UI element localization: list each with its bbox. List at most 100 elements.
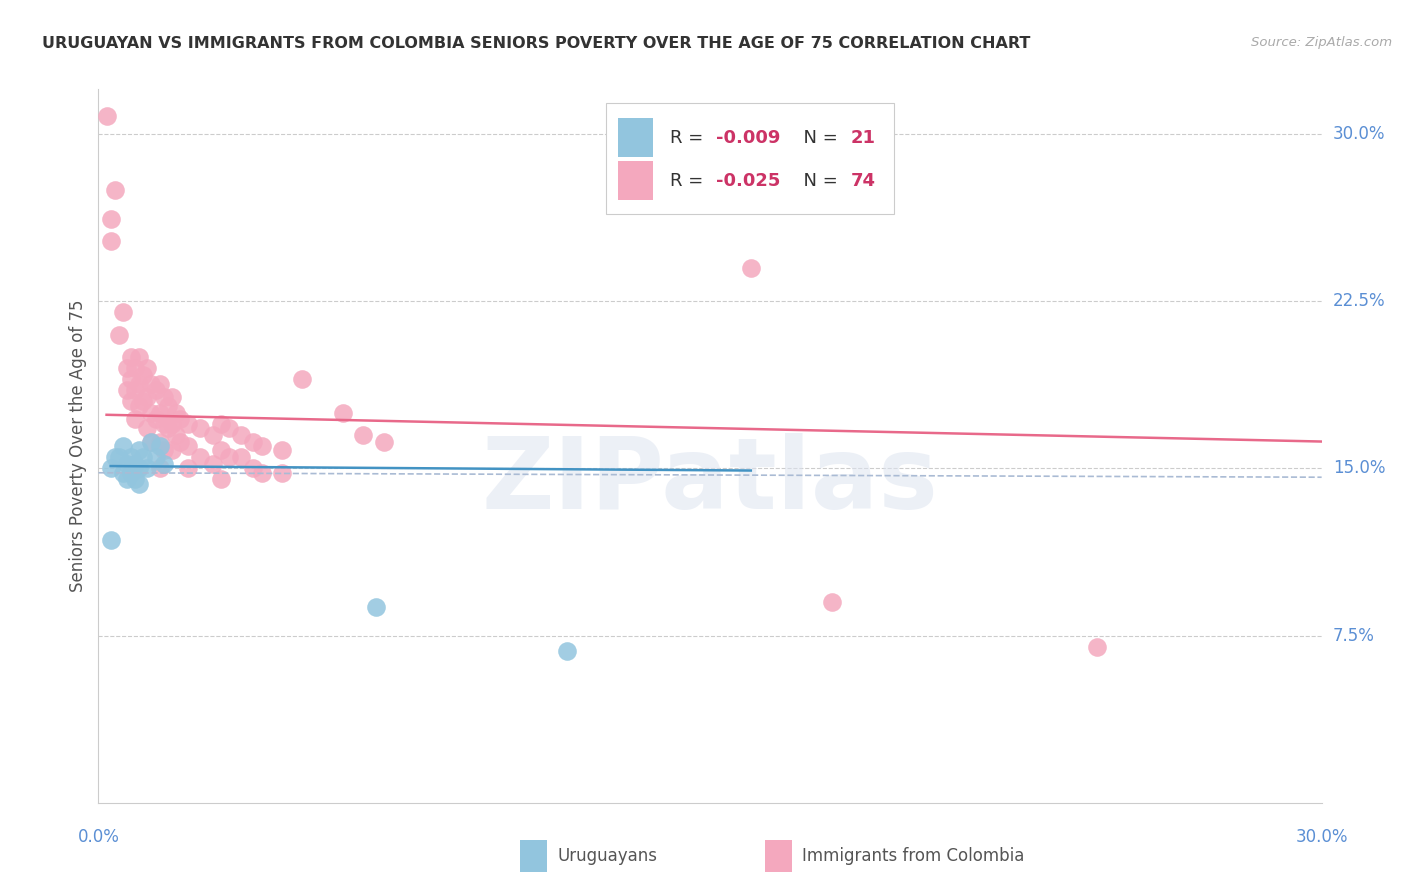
Point <box>132 450 155 465</box>
FancyBboxPatch shape <box>619 118 652 157</box>
Point <box>270 443 294 458</box>
Point <box>1085 640 1108 654</box>
Point <box>128 376 150 391</box>
Text: 22.5%: 22.5% <box>1333 292 1385 310</box>
Text: -0.009: -0.009 <box>716 128 780 146</box>
Point <box>352 427 374 442</box>
FancyBboxPatch shape <box>765 840 792 872</box>
Point <box>177 439 200 453</box>
Point <box>152 443 174 458</box>
Point <box>152 417 174 431</box>
Point <box>160 390 183 404</box>
Point <box>149 376 172 391</box>
Point <box>201 427 224 442</box>
Point <box>332 405 354 420</box>
Text: ZIPatlas: ZIPatlas <box>482 434 938 530</box>
Point <box>124 457 146 471</box>
Point <box>141 434 163 449</box>
Point <box>149 434 172 449</box>
Point <box>218 450 240 465</box>
Point <box>617 138 640 153</box>
Point <box>141 434 163 449</box>
Text: N =: N = <box>792 171 844 189</box>
Point <box>128 443 150 458</box>
Point <box>124 360 146 375</box>
Text: -0.025: -0.025 <box>716 171 780 189</box>
Point <box>111 305 134 319</box>
Point <box>115 457 138 471</box>
Point <box>231 427 253 442</box>
Point <box>149 405 172 420</box>
Point <box>169 434 191 449</box>
Text: 15.0%: 15.0% <box>1333 459 1385 477</box>
Point <box>120 350 142 364</box>
Point <box>128 399 150 413</box>
Point <box>149 461 172 475</box>
Point <box>209 473 232 487</box>
Point <box>108 450 131 465</box>
Text: 30.0%: 30.0% <box>1333 125 1385 143</box>
Text: Uruguayans: Uruguayans <box>557 847 657 865</box>
Point <box>136 421 159 435</box>
Point <box>132 368 155 382</box>
Point <box>108 327 131 342</box>
Text: R =: R = <box>669 128 709 146</box>
Point <box>152 390 174 404</box>
Text: N =: N = <box>792 128 844 146</box>
Point <box>120 372 142 386</box>
Point <box>242 461 264 475</box>
Point <box>100 211 122 226</box>
Text: R =: R = <box>669 171 709 189</box>
Point <box>242 434 264 449</box>
Point <box>145 450 167 465</box>
Point <box>177 417 200 431</box>
Text: 74: 74 <box>851 171 876 189</box>
Point <box>270 466 294 480</box>
Point <box>740 260 762 275</box>
Point <box>100 234 122 248</box>
Point <box>136 390 159 404</box>
Text: 21: 21 <box>851 128 876 146</box>
Point <box>145 412 167 426</box>
Point <box>120 394 142 409</box>
Point <box>124 473 146 487</box>
Point <box>201 457 224 471</box>
Point <box>128 350 150 364</box>
FancyBboxPatch shape <box>619 161 652 200</box>
Point <box>141 376 163 391</box>
Point <box>188 450 212 465</box>
Point <box>160 443 183 458</box>
Point <box>120 466 142 480</box>
Point <box>141 405 163 420</box>
Text: Source: ZipAtlas.com: Source: ZipAtlas.com <box>1251 36 1392 49</box>
Point <box>156 399 179 413</box>
Point <box>165 405 187 420</box>
Point <box>231 450 253 465</box>
Point <box>100 533 122 547</box>
Point <box>209 417 232 431</box>
Point <box>373 434 395 449</box>
Point <box>124 384 146 398</box>
Point <box>364 599 387 614</box>
Point <box>250 439 273 453</box>
Point <box>96 109 118 123</box>
Point <box>120 450 142 465</box>
Point <box>821 595 844 609</box>
Point <box>115 473 138 487</box>
Point <box>555 644 579 658</box>
Point <box>128 476 150 491</box>
Point <box>165 427 187 442</box>
Point <box>156 421 179 435</box>
Text: Immigrants from Colombia: Immigrants from Colombia <box>801 847 1024 865</box>
Point <box>115 360 138 375</box>
Point <box>104 450 127 465</box>
Point <box>100 461 122 475</box>
Point <box>136 360 159 375</box>
Point <box>149 439 172 453</box>
Point <box>111 466 134 480</box>
Point <box>124 412 146 426</box>
Point <box>145 384 167 398</box>
Point <box>136 461 159 475</box>
Point <box>291 372 314 386</box>
Text: URUGUAYAN VS IMMIGRANTS FROM COLOMBIA SENIORS POVERTY OVER THE AGE OF 75 CORRELA: URUGUAYAN VS IMMIGRANTS FROM COLOMBIA SE… <box>42 36 1031 51</box>
